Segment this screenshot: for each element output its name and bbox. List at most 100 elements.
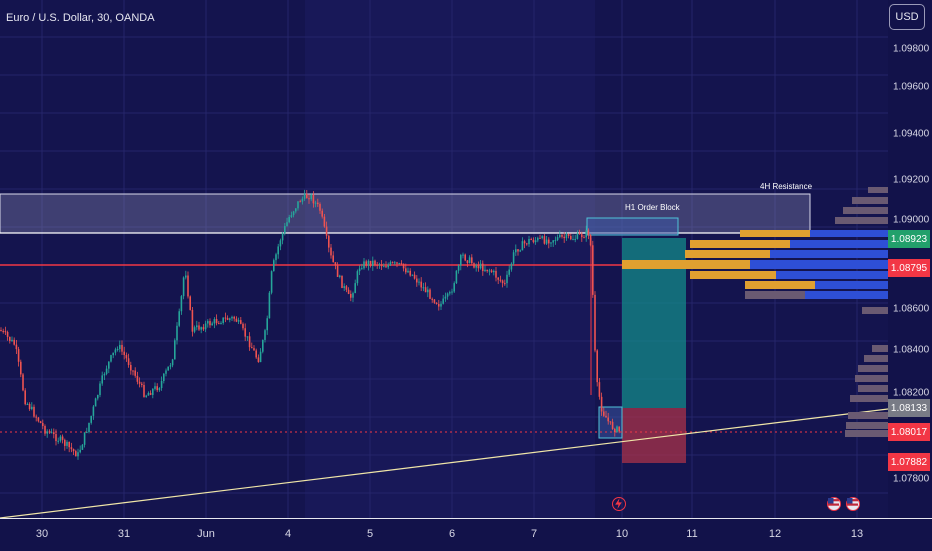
candle-body: [391, 262, 394, 264]
vp-bar-16: [855, 375, 888, 382]
symbol-title[interactable]: Euro / U.S. Dollar, 30, OANDA: [6, 12, 155, 24]
candle-body: [270, 271, 273, 293]
candle-body: [592, 245, 594, 295]
date-tick: 12: [768, 528, 782, 540]
candle-body: [180, 296, 183, 312]
price-chart[interactable]: [0, 0, 888, 518]
time-scale[interactable]: [0, 518, 932, 551]
us-flag-icon[interactable]: [827, 497, 841, 511]
date-tick: 31: [117, 528, 131, 540]
candle-body: [343, 286, 345, 288]
candle-body: [149, 392, 152, 395]
candle-body: [251, 347, 253, 349]
vp-bar-1b: [810, 230, 888, 237]
candle-body: [570, 235, 572, 240]
candle-body: [572, 239, 574, 241]
candle-body: [90, 415, 92, 423]
candle-body: [442, 298, 444, 304]
candle-body: [88, 422, 90, 432]
candle-body: [15, 344, 18, 350]
candle-body: [191, 309, 194, 332]
candle-body: [233, 316, 235, 319]
vp-bar-7b: [805, 291, 888, 299]
price-tick: 1.09400: [893, 128, 930, 140]
candle-body: [486, 269, 488, 272]
candle-body: [211, 323, 213, 326]
currency-button[interactable]: USD: [889, 4, 925, 30]
candle-body: [297, 201, 299, 209]
candle-body: [160, 381, 163, 389]
candle-body: [422, 287, 425, 289]
candle-body: [59, 436, 62, 441]
candle-body: [123, 351, 125, 356]
candle-body: [198, 325, 200, 330]
resistance-zone[interactable]: [0, 193, 811, 234]
candle-body: [539, 237, 541, 239]
candle-body: [497, 277, 499, 280]
candle-body: [22, 374, 24, 391]
vp-bar-4b: [750, 260, 888, 269]
candle-body: [537, 237, 539, 241]
candle-body: [488, 270, 491, 272]
candle-body: [70, 447, 73, 450]
candle-body: [185, 275, 187, 278]
candle-body: [466, 260, 469, 263]
candle-body: [440, 303, 442, 307]
candle-body: [554, 240, 557, 242]
candle-body: [607, 417, 609, 422]
candle-body: [110, 355, 112, 362]
date-tick: 13: [850, 528, 864, 540]
candle-body: [490, 270, 493, 273]
candle-body: [103, 373, 106, 376]
candle-body: [176, 325, 178, 341]
us-flag-icon[interactable]: [846, 497, 860, 511]
candle-body: [468, 257, 471, 263]
chart-pane[interactable]: Euro / U.S. Dollar, 30, OANDA H1 Order B…: [0, 0, 888, 518]
candle-body: [603, 411, 605, 416]
candle-body: [125, 355, 128, 359]
candle-body: [444, 296, 447, 299]
candle-body: [292, 211, 295, 216]
candle-body: [163, 373, 165, 382]
candle-body: [112, 352, 114, 356]
lightning-icon[interactable]: [612, 497, 626, 511]
candle-body: [385, 266, 387, 268]
date-tick: 10: [615, 528, 629, 540]
candle-body: [565, 234, 568, 239]
vp-bar-3b: [770, 250, 888, 258]
price-tick: 1.08200: [893, 387, 930, 399]
candle-body: [116, 349, 119, 351]
candle-body: [202, 327, 205, 330]
candle-body: [543, 236, 546, 244]
order-block-zone[interactable]: [586, 217, 679, 236]
candle-body: [578, 233, 581, 235]
candle-body: [387, 264, 389, 268]
candle-body: [136, 375, 139, 382]
candle-body: [246, 336, 249, 338]
candle-body: [534, 240, 537, 243]
candlestick-series: [0, 189, 620, 460]
candle-body: [134, 370, 136, 376]
candle-body: [178, 311, 180, 326]
candle-body: [174, 340, 176, 360]
candle-body: [55, 434, 57, 442]
candle-body: [127, 358, 130, 365]
trendline[interactable]: [0, 408, 888, 518]
candle-body: [376, 264, 378, 266]
vp-bar-12: [862, 307, 888, 314]
candle-body: [114, 349, 117, 353]
candle-body: [358, 268, 361, 272]
candle-body: [244, 328, 246, 337]
candle-body: [24, 390, 26, 405]
candle-body: [275, 254, 277, 261]
candle-body: [323, 216, 326, 227]
candle-body: [449, 292, 451, 294]
candle-body: [72, 449, 75, 452]
candle-body: [328, 235, 330, 248]
candle-body: [92, 406, 95, 416]
candle-body: [101, 375, 103, 384]
vp-bar-10: [835, 217, 888, 224]
candle-body: [493, 270, 495, 273]
candle-body: [99, 383, 101, 395]
candle-body: [277, 246, 279, 255]
